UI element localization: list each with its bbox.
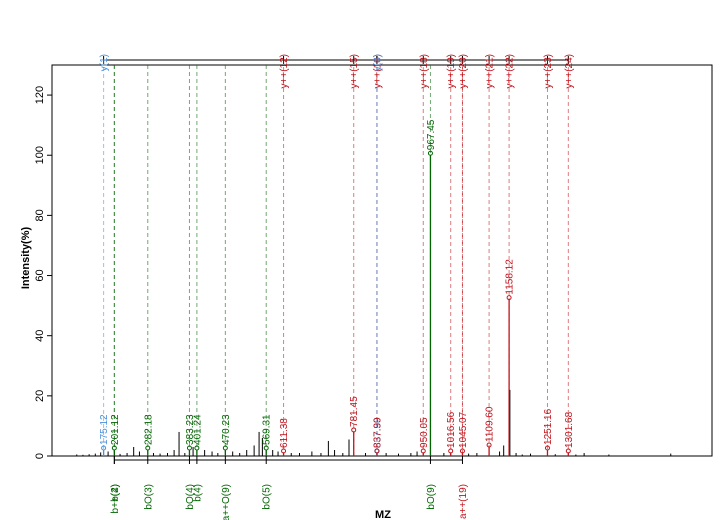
top-annotation-label: y++(19) [446, 54, 457, 88]
plot-frame [51, 64, 713, 457]
top-annotations-group: y(1) y++(12) y++(15) y++(16)y(3) y++(18) y++(… [99, 54, 575, 88]
top-annotation-label: y++(22) [505, 54, 516, 88]
bottom-annotation-label: bO(5) [262, 484, 273, 510]
bottom-annotation-label: b++(4) [110, 484, 121, 513]
top-annotation-label: y++(12) [279, 54, 290, 88]
bottom-annotation-label: a++(19) [458, 484, 469, 519]
peak-mz-label: 950.05 [419, 417, 430, 448]
axes-group: 0 20 40 60 80 100 120 [34, 56, 713, 464]
y-tick-label: 20 [34, 390, 46, 402]
peak-mz-label: 201.12 [110, 414, 121, 445]
peak-mz-label: 1158.12 [505, 259, 516, 295]
y-tick-label: 0 [34, 453, 46, 459]
peak-mz-label: 837.99 [373, 417, 384, 448]
peak-marker [427, 150, 433, 156]
top-annotation-label: y++(24) [564, 54, 575, 88]
top-annotation-label: y++(16) [373, 54, 384, 88]
y-tick-label: 40 [34, 330, 46, 342]
top-annotation-label: y(1) [99, 54, 110, 71]
peak-marker [459, 448, 465, 454]
top-annotation-label: y++(21) [485, 54, 496, 88]
peak-mz-label: 282.18 [143, 414, 154, 445]
peak-marker [506, 295, 512, 301]
bottom-annotations-group: b(2)b++(4) bO(3) bO(4)b(4) a++O(9) bO(5) bO(9… [110, 484, 469, 520]
peak-marker [194, 445, 200, 451]
peak-marker [486, 442, 492, 448]
bottom-annotation-label: a++O(9) [221, 484, 232, 520]
bottom-annotation-label: bO(4) [185, 484, 196, 510]
peak-mz-label: 611.38 [279, 418, 290, 448]
top-annotation-label: y++(23) [543, 54, 554, 88]
peak-marker [186, 445, 192, 451]
peak-mz-label: 837.30 [372, 417, 383, 448]
y-tick-label: 60 [34, 269, 46, 281]
x-axis-title: MZ [375, 509, 391, 520]
peak-marker [111, 445, 117, 451]
peak-mz-label: 781.45 [349, 396, 360, 427]
peak-mz-label: 569.31 [262, 414, 273, 445]
bottom-annotation-label: b(2) [110, 484, 121, 502]
peak-mz-label: 1301.68 [564, 411, 575, 448]
peak-marker [544, 445, 550, 451]
peak-marker [565, 448, 571, 454]
peak-marker [263, 445, 269, 451]
peaks-group [76, 150, 672, 456]
top-annotation-label: y(3) [372, 54, 383, 71]
peak-mz-label: 175.12 [99, 414, 110, 445]
peak-marker [351, 427, 357, 433]
peak-mz-label: 383.23 [185, 414, 196, 445]
peak-marker [281, 448, 287, 454]
peak-marker [420, 448, 426, 454]
peak-mz-label: 1251.16 [543, 408, 554, 445]
peak-marker [101, 445, 107, 451]
bottom-annotation-label: bO(9) [426, 484, 437, 510]
top-annotation-label: y++(20) [458, 54, 469, 88]
peak-mz-label: 967.45 [426, 119, 437, 150]
y-axis-title: Intensity(%) [20, 226, 32, 289]
peak-marker [448, 448, 454, 454]
peak-mz-label: 1016.56 [446, 411, 457, 448]
top-annotation-label: y++(18) [419, 54, 430, 88]
peak-marker [222, 445, 228, 451]
guide-lines-group [103, 60, 569, 456]
peak-marker [145, 445, 151, 451]
peak-marker [374, 448, 380, 454]
y-tick-label: 100 [34, 146, 46, 164]
top-annotation-label: y++(15) [349, 54, 360, 88]
peak-mz-label: 1045.07 [458, 411, 469, 448]
y-tick-label: 120 [34, 86, 46, 104]
bottom-annotation-label: bO(3) [143, 484, 154, 510]
peak-mz-label: 401.24 [192, 414, 203, 445]
peak-mz-label: 1109.60 [485, 406, 496, 442]
peak-mz-label: 470.23 [221, 414, 232, 445]
y-tick-label: 80 [34, 209, 46, 221]
bottom-annotation-label: b(4) [192, 484, 203, 502]
